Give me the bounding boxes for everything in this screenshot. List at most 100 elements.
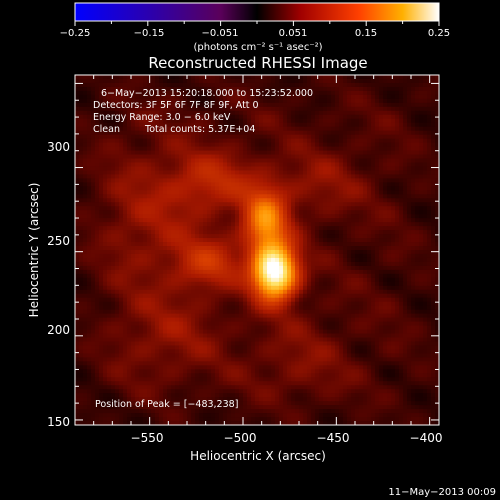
heatmap-cell [267,90,272,96]
heatmap-cell [183,285,188,291]
heatmap-cell [107,94,112,100]
heatmap-cell [263,78,268,84]
heatmap-cell [419,218,424,223]
heatmap-cell [155,86,160,92]
heatmap-cell [435,78,440,84]
heatmap-cell [155,98,160,104]
heatmap-cell [427,122,432,128]
heatmap-cell [379,154,384,160]
heatmap-cell [87,269,92,275]
heatmap-cell [203,118,208,124]
heatmap-cell [219,182,224,187]
heatmap-cell [379,210,384,215]
heatmap-cell [83,285,88,291]
heatmap-cell [131,277,136,283]
heatmap-cell [327,210,332,215]
heatmap-cell [239,202,244,207]
heatmap-cell [231,273,236,279]
heatmap-cell [243,214,248,219]
heatmap-cell [215,230,220,235]
heatmap-cell [263,198,268,203]
heatmap-cell [375,150,380,156]
heatmap-cell [83,122,88,128]
heatmap-cell [183,226,188,231]
heatmap-cell [127,86,132,92]
heatmap-cell [339,285,344,291]
colorbar-tick-label: 0.051 [279,28,308,39]
heatmap-cell [215,194,220,199]
heatmap-cell [255,102,260,108]
heatmap-cell [287,178,292,183]
heatmap-cell [95,273,100,279]
heatmap-cell [195,154,200,160]
heatmap-cell [231,158,236,163]
heatmap-cell [283,126,288,132]
heatmap-cell [351,265,356,271]
heatmap-cell [187,202,192,207]
heatmap-cell [87,118,92,124]
heatmap-cell [191,134,196,140]
heatmap-cell [419,146,424,152]
heatmap-cell [99,186,104,191]
heatmap-cell [307,265,312,271]
heatmap-cell [223,142,228,148]
heatmap-cell [419,166,424,171]
heatmap-cell [435,142,440,148]
heatmap-cell [307,170,312,175]
heatmap-cell [339,114,344,120]
heatmap-cell [143,142,148,148]
heatmap-cell [367,118,372,124]
heatmap-cell [159,78,164,84]
heatmap-cell [203,78,208,84]
heatmap-cell [275,230,280,235]
heatmap-cell [303,130,308,136]
heatmap-cell [335,114,340,120]
heatmap-cell [351,178,356,183]
heatmap-cell [175,146,180,152]
heatmap-cell [227,150,232,156]
heatmap-cell [431,130,436,136]
heatmap-cell [295,114,300,120]
heatmap-cell [283,134,288,140]
heatmap-cell [183,166,188,171]
heatmap-cell [415,162,420,167]
heatmap-cell [167,98,172,104]
heatmap-cell [139,142,144,148]
heatmap-cell [199,102,204,108]
heatmap-cell [391,138,396,144]
heatmap-cell [291,166,296,171]
heatmap-cell [187,150,192,156]
heatmap-cell [223,122,228,128]
heatmap-cell [271,174,276,179]
heatmap-cell [335,250,340,255]
heatmap-cell [155,182,160,187]
heatmap-cell [323,146,328,152]
heatmap-cell [279,281,284,287]
heatmap-cell [315,162,320,167]
heatmap-cell [219,146,224,152]
heatmap-cell [219,206,224,211]
heatmap-cell [363,178,368,183]
heatmap-cell [267,142,272,148]
heatmap-cell [91,198,96,203]
heatmap-cell [279,289,284,295]
heatmap-cell [263,206,268,211]
heatmap-cell [79,166,84,171]
heatmap-cell [255,285,260,291]
heatmap-cell [391,257,396,263]
heatmap-cell [379,90,384,96]
heatmap-cell [411,265,416,271]
heatmap-cell [275,234,280,239]
heatmap-cell [267,190,272,195]
heatmap-cell [255,170,260,175]
heatmap-cell [375,126,380,132]
heatmap-cell [151,194,156,199]
heatmap-cell [315,178,320,183]
heatmap-cell [203,202,208,207]
heatmap-cell [367,277,372,283]
heatmap-cell [383,281,388,287]
heatmap-cell [375,277,380,283]
heatmap-cell [287,94,292,100]
heatmap-cell [135,222,140,227]
heatmap-cell [343,170,348,175]
